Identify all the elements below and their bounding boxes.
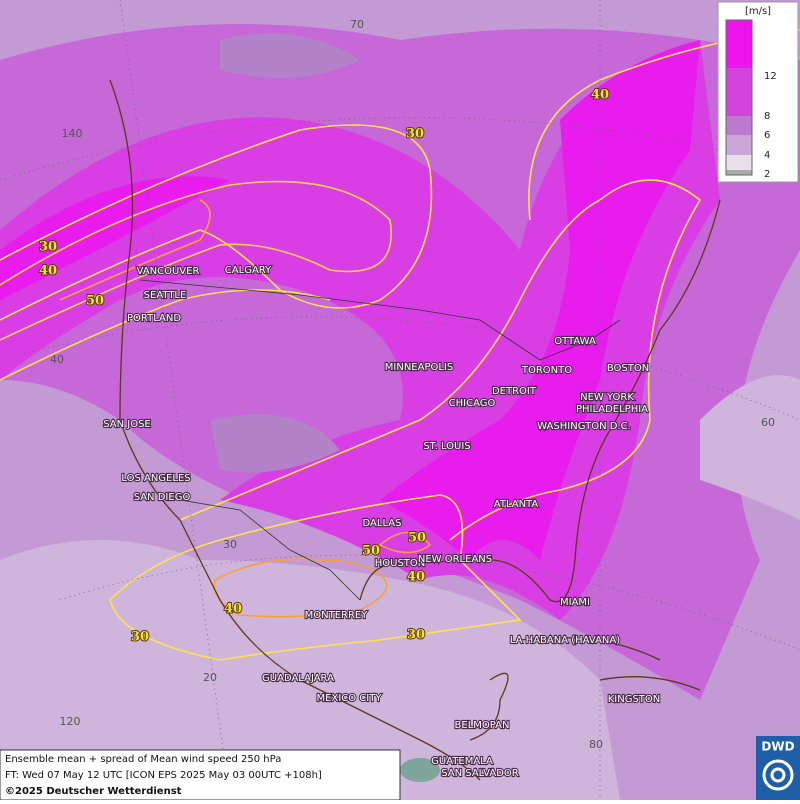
city-label: SAN JOSE	[103, 419, 151, 430]
legend-unit: [m/s]	[745, 6, 771, 17]
graticule-label: 60	[761, 416, 775, 429]
city-label: GUATEMALA	[431, 756, 493, 767]
city-label: BOSTON	[607, 363, 649, 374]
city-label: VANCOUVER	[137, 266, 200, 277]
graticule-label: 80	[589, 738, 603, 751]
city-label: OTTAWA	[554, 336, 596, 347]
grid-labels: 70 140 40 60 30 20 120 80	[50, 18, 775, 751]
city-label: MONTERREY	[305, 610, 369, 621]
footer-line1: Ensemble mean + spread of Mean wind spee…	[5, 754, 281, 765]
graticule-label: 20	[203, 671, 217, 684]
coastlines	[109, 79, 721, 781]
graticule-label: 120	[60, 715, 81, 728]
contour-label: 30	[407, 628, 425, 643]
legend-tick-label: 12	[764, 71, 777, 82]
contour-label: 40	[407, 570, 425, 585]
city-label: TORONTO	[521, 365, 572, 376]
city-label: ST. LOUIS	[423, 441, 470, 452]
city-label: KINGSTON	[608, 694, 661, 705]
footer: Ensemble mean + spread of Mean wind spee…	[0, 749, 401, 801]
contour-label: 50	[362, 544, 380, 559]
graticule-label: 30	[223, 538, 237, 551]
logo: DWD	[756, 736, 800, 800]
contour-label: 50	[86, 294, 104, 309]
footer-copyright: ©2025 Deutscher Wetterdienst	[5, 786, 182, 797]
contour-label: 50	[408, 531, 426, 546]
graticule-label: 140	[62, 127, 83, 140]
contour-labels: 30 40 30 40 50 50 50 40 40 30 30	[38, 87, 610, 646]
city-label: ATLANTA	[494, 499, 539, 510]
city-label: NEW ORLEANS	[418, 554, 492, 565]
contour-label: 40	[224, 602, 242, 617]
city-label: DALLAS	[363, 518, 402, 529]
contour-label: 40	[591, 88, 609, 103]
city-label: PORTLAND	[127, 313, 181, 324]
city-label: GUADALAJARA	[262, 673, 334, 684]
city-label: SEATTLE	[144, 290, 187, 301]
legend-ticks: 12 8 6 4 2	[764, 71, 777, 180]
city-label: SAN DIEGO	[134, 492, 191, 503]
contour-label: 30	[406, 127, 424, 142]
legend: [m/s]	[717, 1, 799, 183]
footer-line2: FT: Wed 07 May 12 UTC [ICON EPS 2025 May…	[5, 770, 322, 781]
city-label: MEXICO CITY	[317, 693, 383, 704]
city-label: SAN SALVADOR	[441, 768, 518, 779]
borders	[139, 279, 621, 601]
city-label: WASHINGTON D.C.	[537, 421, 631, 432]
legend-tick-label: 8	[764, 111, 770, 122]
city-label: PHILADELPHIA	[576, 404, 648, 415]
contour-label: 30	[39, 240, 57, 255]
contour-label: 40	[39, 264, 57, 279]
logo-text: DWD	[761, 740, 794, 754]
city-label: HOUSTON	[375, 558, 426, 569]
legend-tick-label: 6	[764, 130, 770, 141]
city-labels: VANCOUVER CALGARY SEATTLE PORTLAND MINNEAPOL…	[102, 264, 661, 780]
graticule-label: 40	[50, 353, 64, 366]
city-label: MIAMI	[560, 597, 590, 608]
contour-label: 30	[131, 630, 149, 645]
city-label: DETROIT	[492, 386, 537, 397]
city-label: CALGARY	[225, 265, 272, 276]
legend-tick-label: 4	[764, 150, 770, 161]
city-label: CHICAGO	[449, 398, 496, 409]
contours	[0, 29, 800, 661]
legend-tick-label: 2	[764, 169, 770, 180]
city-label: MINNEAPOLIS	[385, 362, 453, 373]
city-label: LA HABANA (HAVANA)	[510, 635, 620, 646]
graticule-label: 70	[350, 18, 364, 31]
city-label: NEW YORK	[580, 392, 634, 403]
city-label: BELMOPAN	[455, 720, 510, 731]
city-label: LOS ANGELES	[121, 473, 190, 484]
